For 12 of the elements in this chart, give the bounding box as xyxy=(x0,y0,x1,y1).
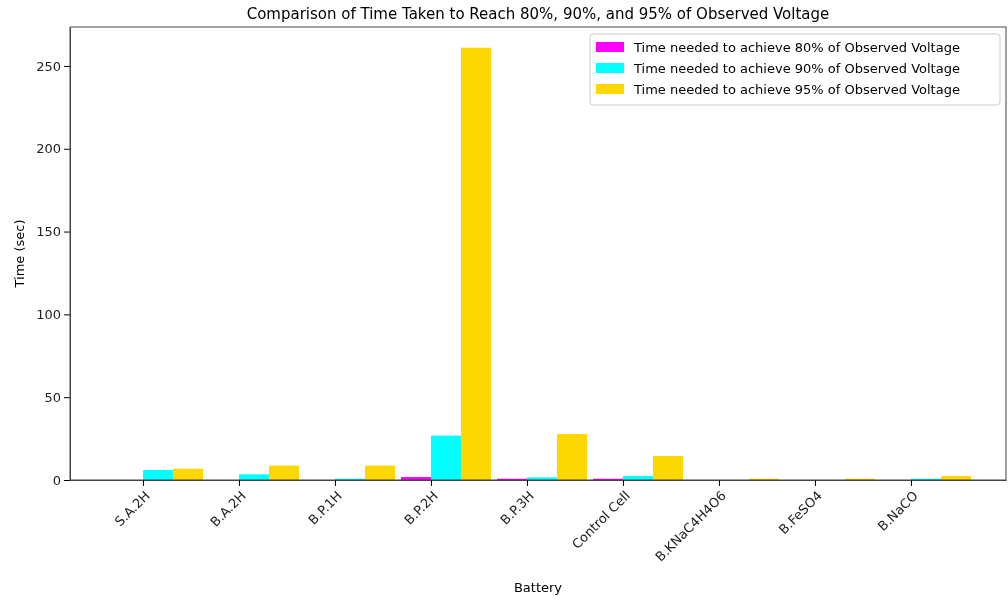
y-axis-title: Time (sec) xyxy=(12,219,27,289)
y-tick-label: 250 xyxy=(36,58,61,74)
legend-label: Time needed to achieve 90% of Observed Voltage xyxy=(633,61,960,76)
chart-title: Comparison of Time Taken to Reach 80%, 90%, and 95% of Observed Voltage xyxy=(246,5,830,23)
legend-label: Time needed to achieve 80% of Observed Voltage xyxy=(633,40,960,55)
legend-label: Time needed to achieve 95% of Observed Voltage xyxy=(633,82,960,97)
y-tick-label: 50 xyxy=(44,389,61,405)
y-tick-label: 150 xyxy=(36,224,61,240)
y-tick-label: 200 xyxy=(36,141,61,157)
y-tick-label: 0 xyxy=(52,472,61,488)
y-tick-label: 100 xyxy=(36,307,61,323)
x-axis-title: Battery xyxy=(513,580,563,595)
